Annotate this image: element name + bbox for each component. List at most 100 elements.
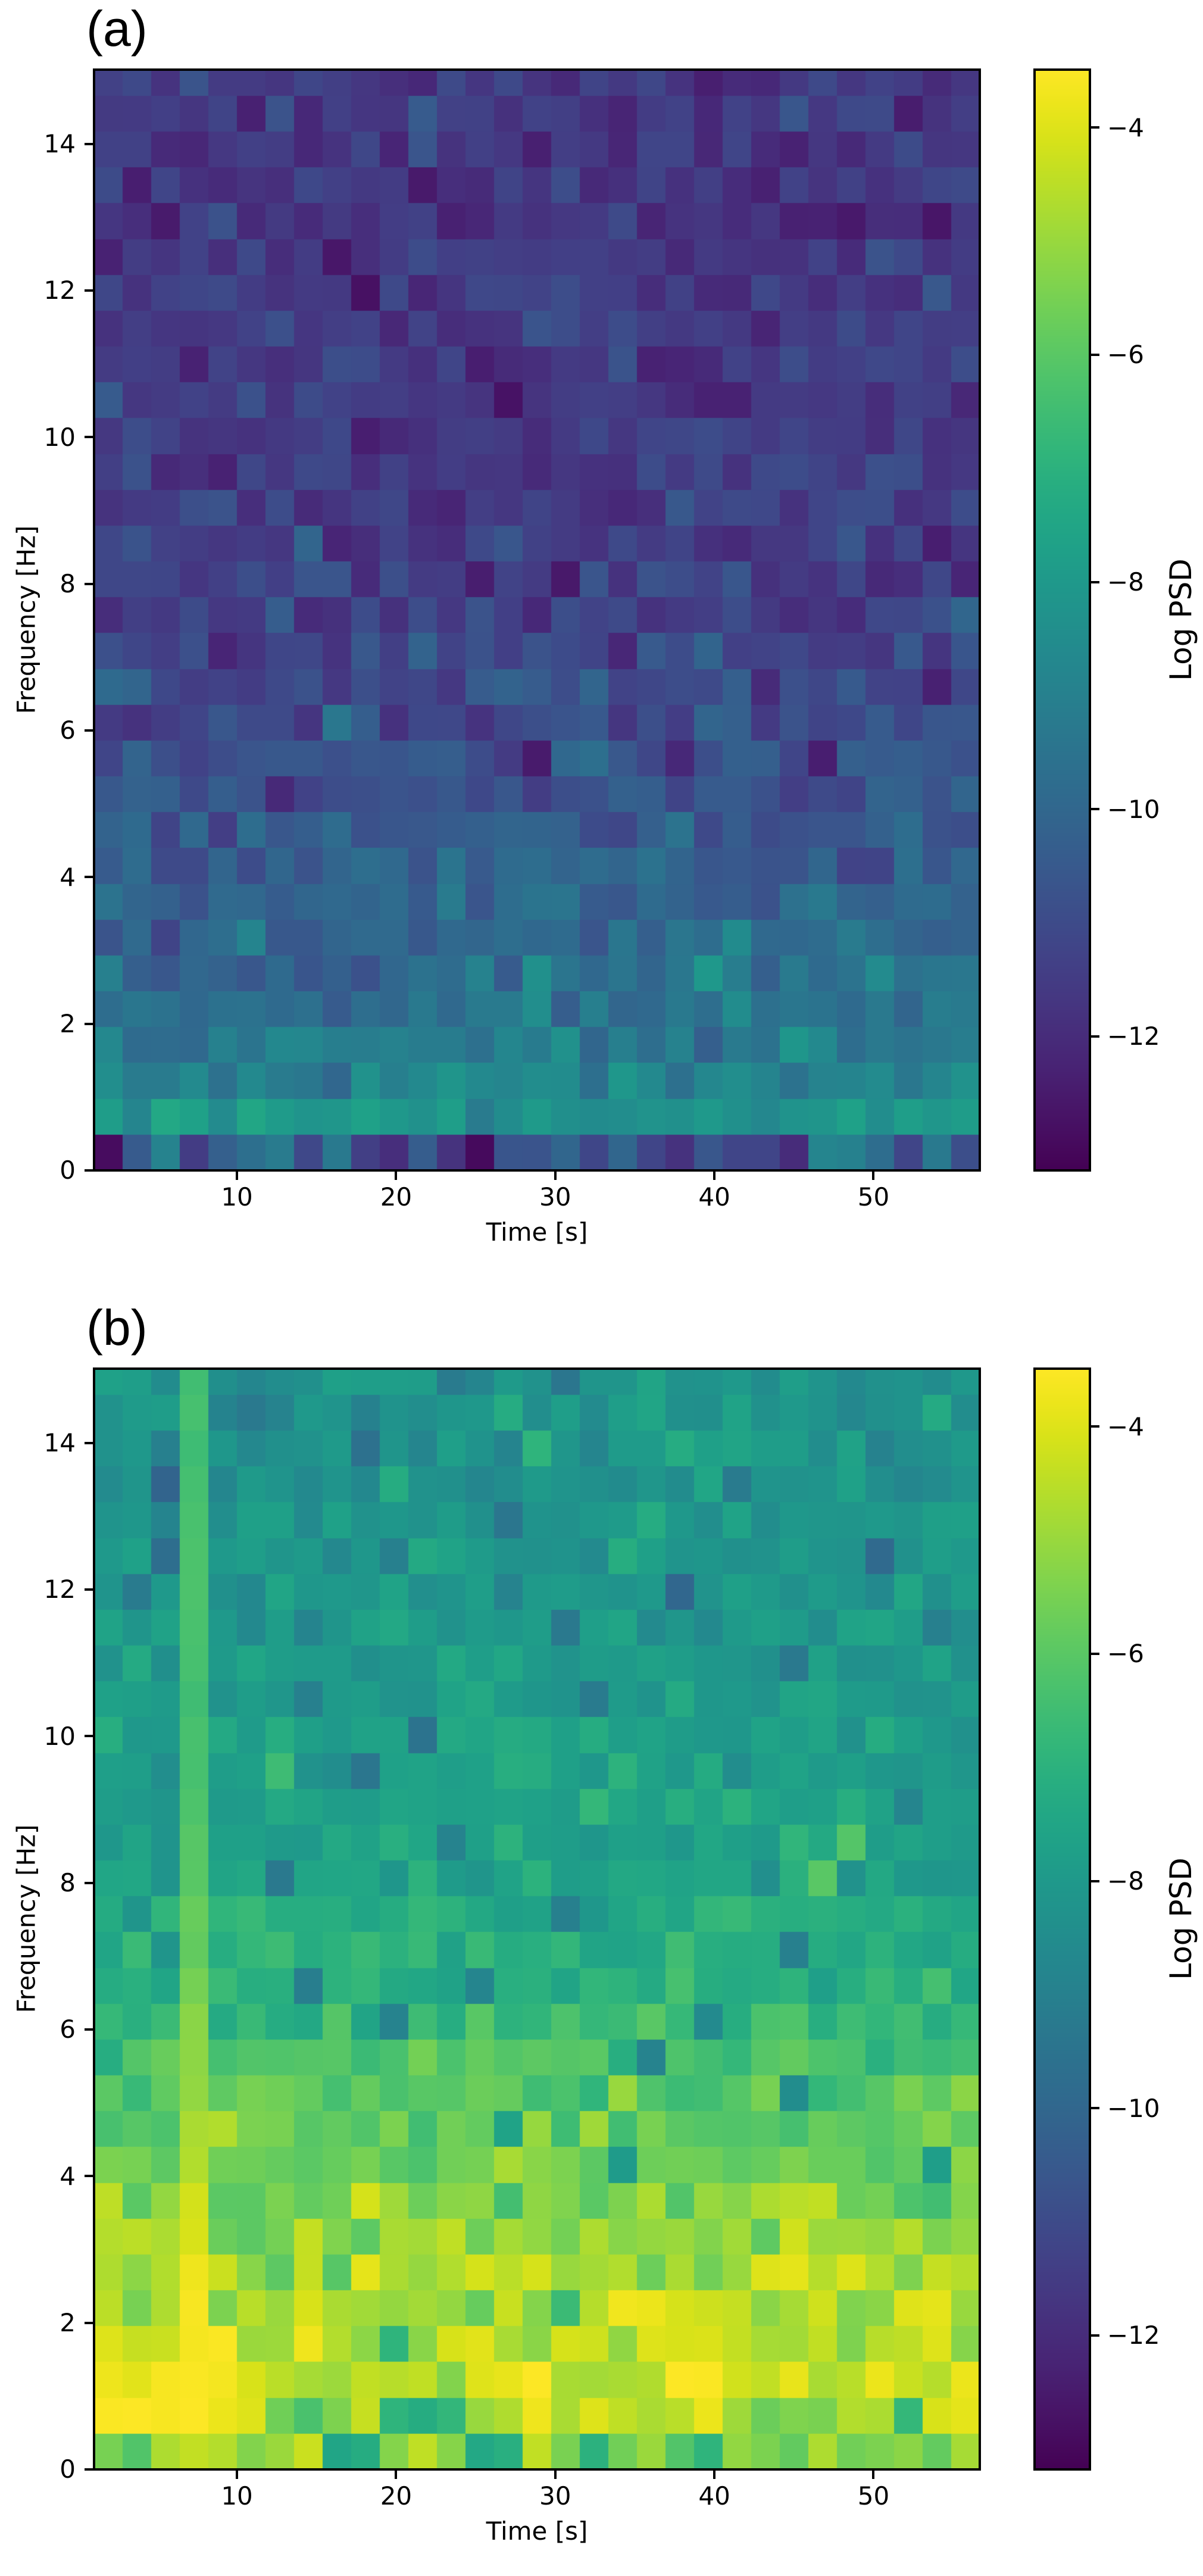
heatmap-a [94, 70, 980, 1170]
x-axis-label-a: Time [s] [486, 1217, 588, 1247]
colorbar-spine-right-b [1089, 1367, 1091, 2471]
cb-tick-label-b--4: −4 [1107, 1412, 1144, 1441]
cb-tick-b--10 [1091, 2107, 1099, 2110]
y-tick-a-4 [85, 876, 93, 879]
y-tick-label-b-4: 4 [60, 2161, 76, 2191]
y-tick-b-12 [85, 1588, 93, 1591]
cb-tick-b--8 [1091, 1879, 1099, 1882]
y-tick-label-a-8: 8 [60, 569, 76, 599]
x-tick-label-a-20: 20 [380, 1182, 413, 1211]
colorbar-spine-bottom-b [1033, 2468, 1091, 2471]
x-tick-label-a-50: 50 [857, 1182, 890, 1211]
colorbar-spine-left-b [1033, 1367, 1036, 2471]
x-tick-label-a-10: 10 [221, 1182, 253, 1211]
x-tick-b-10 [236, 2471, 239, 2479]
cb-tick-label-b--10: −10 [1107, 2093, 1160, 2123]
y-tick-b-0 [85, 2468, 93, 2471]
plot-spine-top-b [93, 1367, 981, 1370]
x-tick-b-30 [554, 2471, 557, 2479]
panel-b-label: (b) [86, 1300, 148, 1356]
y-tick-label-b-8: 8 [60, 1868, 76, 1898]
y-tick-b-6 [85, 2028, 93, 2031]
x-tick-a-50 [872, 1172, 875, 1180]
cb-tick-a--10 [1091, 808, 1099, 811]
plot-spine-left-a [93, 68, 95, 1172]
y-tick-label-b-0: 0 [60, 2455, 76, 2484]
x-tick-a-10 [236, 1172, 239, 1180]
cb-tick-label-a--8: −8 [1107, 567, 1144, 597]
x-tick-label-b-10: 10 [221, 2481, 253, 2511]
y-tick-b-8 [85, 1881, 93, 1884]
cb-tick-b--12 [1091, 2334, 1099, 2337]
plot-spine-bottom-b [93, 2468, 981, 2471]
plot-spine-top-a [93, 68, 981, 71]
x-tick-label-b-30: 30 [539, 2481, 571, 2511]
cb-tick-b--4 [1091, 1425, 1099, 1428]
colorbar-spine-bottom-a [1033, 1169, 1091, 1172]
y-tick-label-a-10: 10 [43, 422, 76, 452]
cb-tick-a--4 [1091, 126, 1099, 129]
colorbar-label-a: Log PSD [1164, 558, 1198, 681]
colorbar-spine-top-b [1033, 1367, 1091, 1370]
x-tick-label-a-30: 30 [539, 1182, 571, 1211]
colorbar-label-b: Log PSD [1164, 1857, 1198, 1980]
colorbar-spine-top-a [1033, 68, 1091, 71]
y-tick-a-2 [85, 1022, 93, 1025]
colorbar-b [1035, 1369, 1090, 2469]
colorbar-spine-left-a [1033, 68, 1036, 1172]
x-tick-b-50 [872, 2471, 875, 2479]
y-tick-b-2 [85, 2321, 93, 2324]
cb-tick-label-b--6: −6 [1107, 1639, 1144, 1669]
cb-tick-a--8 [1091, 580, 1099, 583]
y-tick-label-b-2: 2 [60, 2308, 76, 2338]
x-axis-label-b: Time [s] [486, 2516, 588, 2546]
y-tick-label-a-14: 14 [43, 129, 76, 159]
colorbar-a [1035, 70, 1090, 1170]
x-tick-a-30 [554, 1172, 557, 1180]
x-tick-label-a-40: 40 [698, 1182, 730, 1211]
y-tick-a-14 [85, 142, 93, 145]
cb-tick-a--12 [1091, 1035, 1099, 1038]
x-tick-label-b-50: 50 [857, 2481, 890, 2511]
cb-tick-label-b--8: −8 [1107, 1866, 1144, 1896]
cb-tick-label-a--12: −12 [1107, 1022, 1160, 1051]
cb-tick-a--6 [1091, 353, 1099, 356]
y-tick-label-a-2: 2 [60, 1009, 76, 1039]
plot-spine-right-b [979, 1367, 981, 2471]
panel-a-label: (a) [86, 1, 148, 57]
cb-tick-label-a--6: −6 [1107, 340, 1144, 370]
y-tick-b-4 [85, 2175, 93, 2178]
panel-b: (b) Time [s] Frequency [Hz] Log PSD 10 20… [0, 1299, 1203, 2576]
x-tick-label-b-20: 20 [380, 2481, 413, 2511]
plot-spine-right-a [979, 68, 981, 1172]
y-tick-a-12 [85, 289, 93, 292]
cb-tick-label-a--4: −4 [1107, 113, 1144, 142]
x-tick-b-20 [395, 2471, 398, 2479]
x-tick-a-20 [395, 1172, 398, 1180]
cb-tick-label-a--10: −10 [1107, 794, 1160, 824]
y-tick-label-b-14: 14 [43, 1428, 76, 1458]
plot-spine-left-b [93, 1367, 95, 2471]
cb-tick-b--6 [1091, 1652, 1099, 1655]
x-tick-label-b-40: 40 [698, 2481, 730, 2511]
y-tick-label-a-4: 4 [60, 862, 76, 892]
y-tick-a-10 [85, 436, 93, 439]
y-tick-label-a-6: 6 [60, 716, 76, 745]
y-tick-label-b-6: 6 [60, 2015, 76, 2044]
y-tick-label-b-12: 12 [43, 1575, 76, 1604]
x-tick-a-40 [713, 1172, 716, 1180]
y-tick-b-14 [85, 1441, 93, 1444]
y-axis-label-b: Frequency [Hz] [11, 1824, 41, 2013]
y-tick-b-10 [85, 1735, 93, 1738]
panel-a: (a) Time [s] Frequency [Hz] Log PSD 10 20… [0, 0, 1203, 1277]
y-tick-label-a-12: 12 [43, 276, 76, 305]
heatmap-b [94, 1369, 980, 2469]
y-axis-label-a: Frequency [Hz] [11, 525, 41, 714]
colorbar-spine-right-a [1089, 68, 1091, 1172]
y-tick-label-b-10: 10 [43, 1721, 76, 1751]
y-tick-a-8 [85, 582, 93, 585]
plot-spine-bottom-a [93, 1169, 981, 1172]
y-tick-label-a-0: 0 [60, 1156, 76, 1185]
cb-tick-label-b--12: −12 [1107, 2321, 1160, 2350]
